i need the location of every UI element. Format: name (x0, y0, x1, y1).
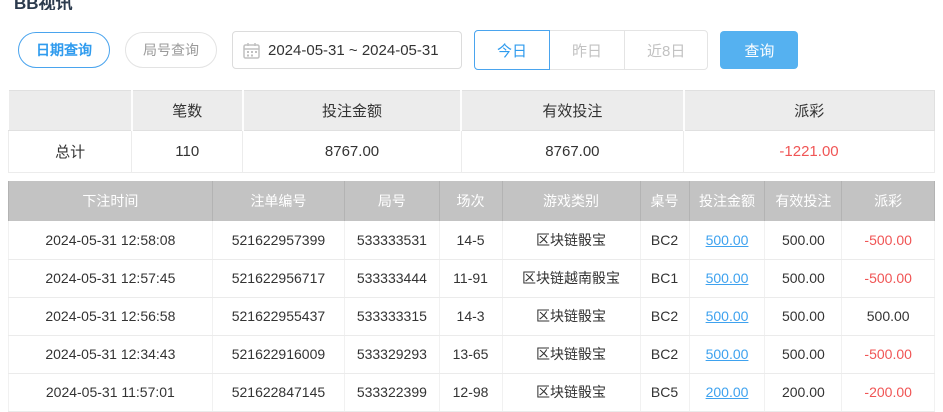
quick-range-last8[interactable]: 近8日 (624, 30, 709, 70)
summary-header-bet-amount: 投注金额 (242, 90, 463, 131)
quick-range-yesterday[interactable]: 昨日 (549, 30, 626, 70)
summary-header-payout: 派彩 (683, 90, 935, 131)
page-title: BB视讯 (14, 0, 73, 10)
bet-amount-cell: 500.00 (688, 297, 766, 336)
table-row: 2024-05-31 12:56:58 521622955437 5333333… (8, 297, 935, 336)
session: 13-65 (438, 335, 503, 374)
bet-amount-link[interactable]: 500.00 (705, 231, 749, 248)
date-range-value: 2024-05-31 ~ 2024-05-31 (268, 41, 439, 59)
table-row: 2024-05-31 12:58:08 521622957399 5333335… (8, 221, 935, 260)
session: 12-98 (438, 373, 503, 412)
order-no: 521622847145 (211, 373, 346, 412)
summary-header-count: 笔数 (131, 90, 244, 131)
table-no: BC2 (639, 335, 690, 374)
valid-bet: 500.00 (764, 335, 843, 374)
header-bet-amount: 投注金额 (688, 181, 766, 221)
valid-bet: 500.00 (764, 259, 843, 298)
game-type: 区块链骰宝 (501, 335, 641, 374)
game-type: 区块链骰宝 (501, 221, 641, 260)
bet-time: 2024-05-31 11:57:01 (8, 373, 213, 412)
bet-time: 2024-05-31 12:57:45 (8, 259, 213, 298)
calendar-icon (243, 42, 260, 59)
detail-header-row: 下注时间 注单编号 局号 场次 游戏类别 桌号 投注金额 有效投注 派彩 (8, 181, 935, 221)
table-row: 2024-05-31 12:34:43 521622916009 5333292… (8, 335, 935, 374)
round-no: 533329293 (344, 335, 440, 374)
search-button[interactable]: 查询 (720, 31, 799, 69)
header-game-type: 游戏类别 (501, 181, 641, 221)
order-no: 521622916009 (211, 335, 346, 374)
summary-total-bet-amount: 8767.00 (242, 130, 462, 173)
summary-total-count: 110 (131, 130, 244, 173)
table-no: BC5 (639, 373, 690, 412)
summary-table: 笔数 投注金额 有效投注 派彩 总计 110 8767.00 8767.00 -… (7, 90, 935, 173)
order-no: 521622956717 (211, 259, 346, 298)
bet-time: 2024-05-31 12:56:58 (8, 297, 213, 336)
bet-amount-cell: 200.00 (688, 373, 766, 412)
round-no: 533322399 (344, 373, 440, 412)
session: 14-5 (438, 221, 503, 260)
bet-amount-link[interactable]: 500.00 (705, 346, 749, 362)
bet-amount-link[interactable]: 200.00 (705, 384, 749, 400)
table-no: BC2 (639, 297, 690, 336)
order-no: 521622955437 (211, 297, 346, 336)
summary-header-blank (8, 90, 133, 131)
date-range-picker[interactable]: 2024-05-31 ~ 2024-05-31 (232, 31, 462, 69)
bet-amount-cell: 500.00 (688, 259, 766, 298)
summary-total-label: 总计 (7, 130, 133, 173)
page-title-clip: BB视讯 (14, 0, 943, 10)
quick-range-group: 今日 昨日 近8日 (474, 30, 709, 70)
quick-range-today[interactable]: 今日 (474, 30, 551, 70)
bet-amount-link[interactable]: 500.00 (705, 308, 749, 324)
summary-total-valid-bet: 8767.00 (460, 130, 685, 173)
valid-bet: 500.00 (764, 221, 843, 260)
table-no: BC2 (639, 221, 690, 260)
payout: -500.00 (841, 335, 935, 374)
payout: -500.00 (841, 259, 935, 298)
bet-time: 2024-05-31 12:58:08 (8, 221, 213, 260)
round-no: 533333315 (344, 297, 440, 336)
bet-time: 2024-05-31 12:34:43 (8, 335, 213, 374)
header-order-no: 注单编号 (211, 181, 346, 221)
valid-bet: 200.00 (764, 373, 843, 412)
order-no: 521622957399 (211, 221, 346, 260)
summary-header-valid-bet: 有效投注 (461, 90, 685, 131)
payout: -200.00 (841, 373, 935, 412)
payout: -500.00 (841, 221, 935, 260)
valid-bet: 500.00 (764, 297, 843, 336)
table-row: 2024-05-31 11:57:01 521622847145 5333223… (8, 373, 935, 412)
session: 14-3 (438, 297, 503, 336)
game-type: 区块链骰宝 (501, 297, 641, 336)
bet-amount-link[interactable]: 500.00 (705, 270, 749, 286)
bet-amount-cell: 500.00 (688, 335, 766, 374)
header-bet-time: 下注时间 (8, 181, 213, 221)
game-type: 区块链越南骰宝 (501, 259, 641, 298)
table-row: 2024-05-31 12:57:45 521622956717 5333334… (8, 259, 935, 298)
summary-total-payout: -1221.00 (683, 130, 935, 173)
bet-amount-cell: 500.00 (688, 221, 766, 260)
summary-header-row: 笔数 投注金额 有效投注 派彩 (8, 90, 935, 131)
game-type: 区块链骰宝 (501, 373, 641, 412)
tab-round-query[interactable]: 局号查询 (125, 32, 217, 68)
session: 11-91 (438, 259, 503, 298)
toolbar: 日期查询 局号查询 2024-05-31 ~ 2024-05-31 今日 昨日 … (18, 30, 943, 70)
tab-date-query[interactable]: 日期查询 (18, 32, 110, 68)
payout: 500.00 (841, 297, 935, 336)
summary-total-row: 总计 110 8767.00 8767.00 -1221.00 (7, 130, 935, 173)
header-table-no: 桌号 (639, 181, 690, 221)
table-no: BC1 (639, 259, 690, 298)
header-payout: 派彩 (841, 181, 935, 221)
round-no: 533333444 (344, 259, 440, 298)
header-valid-bet: 有效投注 (764, 181, 843, 221)
round-no: 533333531 (344, 221, 440, 260)
header-round-no: 局号 (344, 181, 440, 221)
bet-records-table: 下注时间 注单编号 局号 场次 游戏类别 桌号 投注金额 有效投注 派彩 202… (8, 181, 935, 412)
header-session: 场次 (438, 181, 503, 221)
